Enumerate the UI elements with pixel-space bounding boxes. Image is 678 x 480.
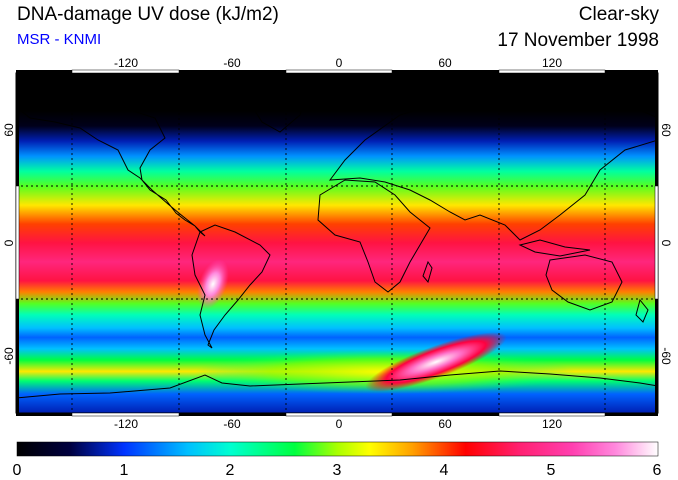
coastlines [16, 79, 658, 399]
sky-condition-label: Clear-sky [578, 4, 659, 25]
africa-coast [317, 179, 431, 293]
colorbar [16, 441, 659, 457]
colorbar-label-5: 5 [547, 462, 556, 479]
top-lon-label-0: 0 [336, 56, 343, 70]
bottom-lon-label-minus-60: -60 [223, 417, 241, 431]
eurasia-coast [328, 94, 658, 241]
top-lon-label-120: 120 [542, 56, 562, 70]
colorbar-label-0: 0 [13, 462, 22, 479]
colorbar-label-3: 3 [333, 462, 342, 479]
australia-coast [545, 254, 623, 311]
right-lat-label-minus-60: -60 [659, 347, 673, 365]
right-axis-bar [654, 73, 659, 413]
source-label: MSR - KNMI [17, 31, 102, 48]
top-lon-label-minus-60: -60 [223, 56, 241, 70]
left-lat-label-0: 0 [2, 239, 16, 246]
left-axis-bar [15, 73, 20, 413]
bottom-lon-label-60: 60 [438, 417, 452, 431]
top-lon-label-60: 60 [438, 56, 452, 70]
bottom-axis-bar [16, 412, 658, 417]
colorbar-label-1: 1 [120, 462, 129, 479]
left-lat-label-60: 60 [2, 123, 16, 137]
top-axis-bar [16, 69, 658, 74]
map-title: DNA-damage UV dose (kJ/m2) [17, 4, 279, 25]
dose-field [16, 73, 658, 413]
ozone-hole-hotspot [365, 332, 507, 392]
madagascar-coast [422, 260, 433, 284]
bottom-lon-label-minus-120: -120 [114, 417, 138, 431]
south-america-coast [191, 224, 271, 349]
date-label: 17 November 1998 [497, 30, 659, 51]
graticule [16, 73, 658, 413]
right-lat-label-60: 60 [659, 123, 673, 137]
colorbar-label-6: 6 [653, 462, 662, 479]
bottom-lon-label-120: 120 [542, 417, 562, 431]
antarctica-coast [16, 370, 658, 399]
greenland-coast [239, 79, 311, 133]
left-lat-label-minus-60: -60 [2, 347, 16, 365]
new-zealand-coast [635, 298, 649, 323]
bottom-lon-label-0: 0 [336, 417, 343, 431]
top-lon-label-minus-120: -120 [114, 56, 138, 70]
indonesia-coast [518, 239, 591, 257]
colorbar-label-4: 4 [440, 462, 449, 479]
north-america-coast [18, 99, 206, 237]
colorbar-label-2: 2 [226, 462, 235, 479]
right-lat-label-0: 0 [659, 240, 673, 247]
